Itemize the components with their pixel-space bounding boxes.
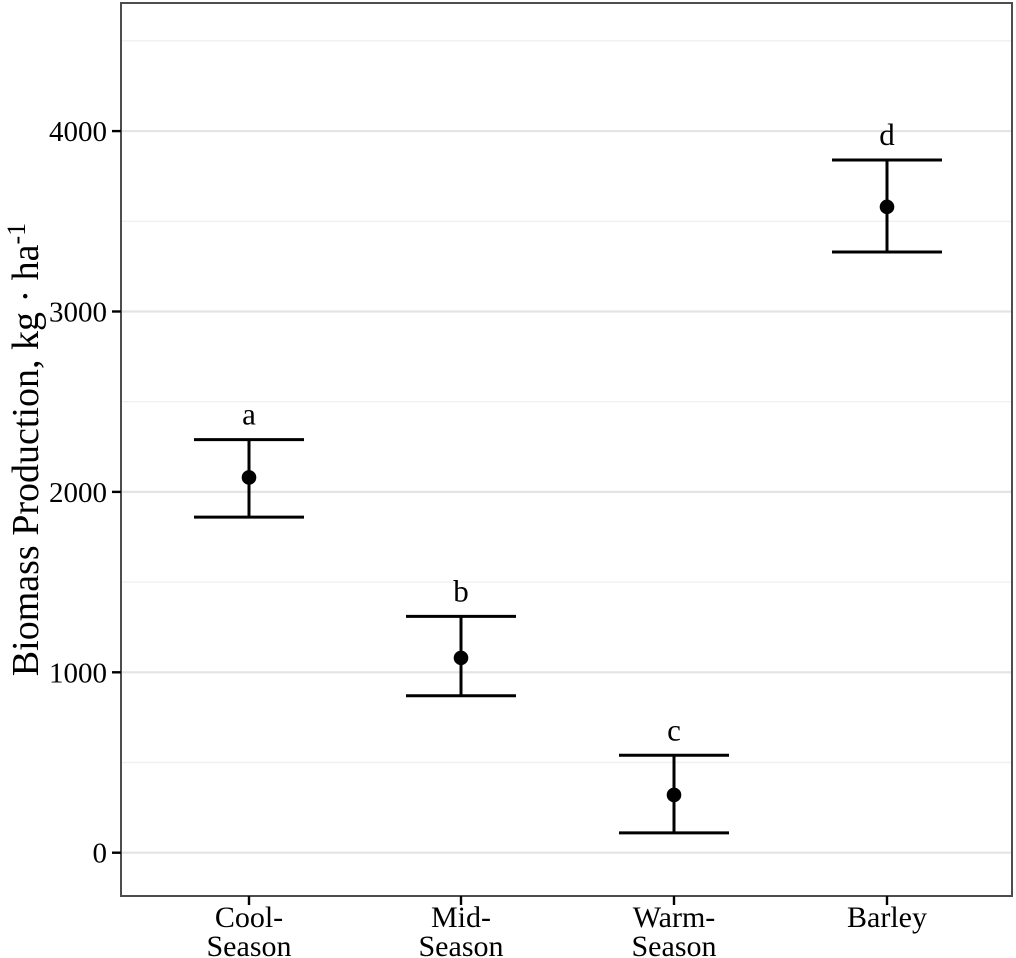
x-axis-tick-label: Mid- [431, 901, 491, 934]
x-axis-tick-label: Season [419, 930, 504, 958]
y-axis-title: Biomass Production, kg · ha-1 [2, 223, 47, 676]
y-axis-tick-label: 1000 [49, 657, 107, 689]
significance-letter: d [879, 117, 895, 152]
mean-point [453, 650, 469, 666]
x-axis-tick-label: Season [207, 930, 292, 958]
panel-border [120, 2, 1013, 897]
errorbar-group-warm-season: c [619, 712, 729, 835]
y-axis-tick-label: 0 [93, 838, 108, 870]
y-axis-tick-label: 2000 [49, 477, 107, 509]
panel-background [121, 3, 1012, 896]
x-axis-tick-label: Barley [847, 901, 927, 934]
x-axis-tick-label: Season [632, 930, 717, 958]
errorbar-group-mid-season: b [406, 573, 516, 698]
x-axis-tick-label: Warm- [633, 901, 716, 934]
mean-point [666, 787, 682, 803]
significance-letter: a [242, 397, 256, 432]
mean-point [879, 199, 895, 215]
significance-letter: c [667, 712, 681, 747]
significance-letter: b [453, 573, 469, 608]
errorbar-group-cool-season: a [194, 397, 304, 519]
y-axis-tick-label: 3000 [49, 296, 107, 328]
x-axis-tick-label: Cool- [215, 901, 283, 934]
errorbar-group-barley: d [832, 117, 942, 254]
y-axis-tick-label: 4000 [49, 116, 107, 148]
mean-point [241, 470, 257, 485]
